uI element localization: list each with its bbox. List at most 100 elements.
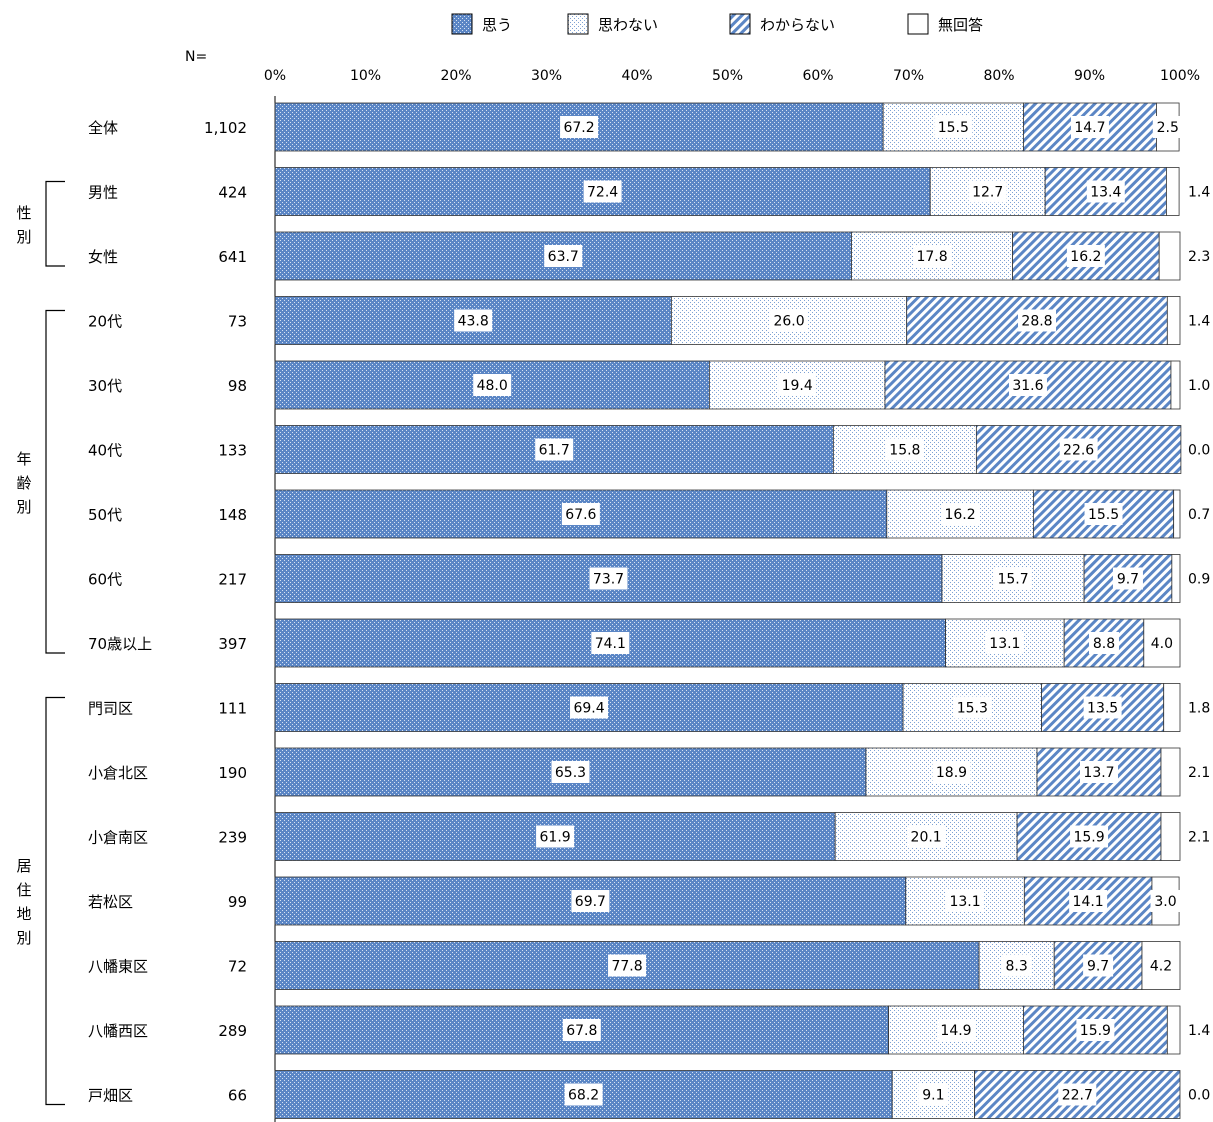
- data-label: 67.8: [566, 1023, 597, 1039]
- data-label: 2.5: [1157, 120, 1179, 136]
- bar-row: 60代 217 73.7 15.7 9.7 0.9: [88, 554, 1210, 603]
- data-label: 65.3: [555, 765, 586, 781]
- data-label: 8.3: [1006, 959, 1028, 975]
- data-label-bg: [778, 374, 817, 396]
- data-label: 2.1: [1188, 765, 1210, 781]
- legend-swatch: [729, 13, 751, 35]
- category-label: 若松区: [88, 893, 133, 911]
- category-label: 八幡西区: [88, 1022, 148, 1040]
- data-label-bg: [1070, 116, 1109, 138]
- data-label: 31.6: [1012, 378, 1043, 394]
- data-label: 67.2: [563, 120, 594, 136]
- data-label-bg: [1084, 503, 1123, 525]
- bar-segment: [1166, 167, 1180, 216]
- x-tick-label: 100%: [1160, 68, 1200, 84]
- bar-row: 70歳以上 397 74.1 13.1 8.8 4.0: [88, 618, 1181, 668]
- legend-item-3: 無回答: [907, 13, 983, 35]
- data-label-bg: [561, 503, 600, 525]
- data-label-bg: [913, 245, 952, 267]
- data-label-bg: [551, 761, 590, 783]
- category-label: 男性: [88, 184, 118, 202]
- data-label: 3.0: [1154, 894, 1176, 910]
- n-value: 424: [218, 184, 247, 202]
- data-label: 1.8: [1188, 701, 1210, 717]
- data-label-bg: [1112, 567, 1143, 590]
- n-value: 289: [218, 1022, 247, 1040]
- data-label-bg: [560, 116, 599, 138]
- group-bracket-1: 性別: [16, 180, 65, 267]
- bar-segment: [891, 1070, 975, 1119]
- x-tick-label: 20%: [440, 68, 471, 84]
- category-label: 小倉北区: [88, 764, 148, 782]
- data-label: 1.4: [1188, 314, 1210, 330]
- data-label: 0.9: [1188, 572, 1210, 588]
- data-label-bg: [1069, 890, 1108, 912]
- data-label: 13.4: [1090, 185, 1121, 201]
- data-label-bg: [994, 567, 1033, 590]
- data-label-bg: [454, 309, 493, 332]
- n-value: 98: [228, 377, 247, 395]
- group-label: 年齢別: [16, 450, 31, 516]
- data-label: 22.7: [1062, 1088, 1093, 1104]
- n-value: 641: [218, 248, 247, 266]
- data-label-bg: [953, 696, 992, 719]
- data-label: 0.0: [1188, 443, 1210, 459]
- data-label-bg: [946, 890, 985, 912]
- n-value: 397: [218, 635, 247, 653]
- category-label: 小倉南区: [88, 829, 148, 847]
- data-label: 61.9: [540, 830, 571, 846]
- legend-label: わからない: [760, 16, 835, 34]
- data-label-bg: [1001, 954, 1032, 977]
- data-label: 9.7: [1087, 959, 1109, 975]
- data-label: 0.0: [1188, 1088, 1210, 1104]
- data-label: 69.7: [575, 894, 606, 910]
- x-tick-label: 50%: [712, 68, 743, 84]
- data-label-bg: [591, 632, 630, 654]
- category-label: 全体: [88, 119, 118, 137]
- n-value: 217: [218, 571, 247, 589]
- data-label-bg: [1058, 1083, 1097, 1106]
- data-label: 63.7: [548, 249, 579, 265]
- bar-segment: [1166, 1005, 1181, 1055]
- data-label: 4.0: [1151, 636, 1173, 652]
- data-label: 61.7: [539, 443, 570, 459]
- n-value: 1,102: [204, 119, 247, 137]
- bar-row: 全体 1,102 67.2 15.5 14.7 2.5: [88, 102, 1183, 152]
- bar-row: 40代 133 61.7 15.8 22.6 0.0: [88, 425, 1210, 474]
- category-label: 70歳以上: [88, 635, 152, 653]
- legend-swatch: [567, 13, 589, 35]
- data-label: 15.7: [997, 572, 1028, 588]
- data-label-bg: [544, 245, 583, 267]
- bar-rows: 全体 1,102 67.2 15.5 14.7 2.5 男性 424 72.4 12.7 13.4 1…: [88, 102, 1210, 1119]
- bar-row: 戸畑区 66 68.2 9.1 22.7 0.0: [88, 1070, 1210, 1119]
- category-label: 女性: [88, 248, 118, 266]
- n-value: 111: [218, 700, 247, 718]
- data-label: 73.7: [593, 572, 624, 588]
- data-label: 13.1: [989, 636, 1020, 652]
- data-label-bg: [589, 567, 628, 590]
- data-label: 13.7: [1083, 765, 1114, 781]
- category-label: 60代: [88, 571, 122, 589]
- data-label-bg: [1080, 761, 1119, 783]
- data-label: 15.5: [1088, 507, 1119, 523]
- data-label: 1.4: [1188, 185, 1210, 201]
- data-label-bg: [885, 438, 924, 461]
- data-label: 77.8: [611, 959, 642, 975]
- data-label: 1.4: [1188, 1023, 1210, 1039]
- data-label: 13.5: [1087, 701, 1118, 717]
- data-label-bg: [473, 374, 512, 396]
- data-label-bg: [1083, 954, 1114, 977]
- bar-row: 八幡西区 289 67.8 14.9 15.9 1.4: [88, 1005, 1210, 1055]
- x-tick-label: 60%: [802, 68, 833, 84]
- bar-segment: [1171, 554, 1181, 603]
- data-label: 2.3: [1188, 249, 1210, 265]
- data-label-bg: [907, 825, 946, 848]
- data-label-bg: [1145, 954, 1176, 977]
- data-label-bg: [1088, 632, 1119, 654]
- data-label-bg: [1070, 825, 1109, 848]
- data-label-bg: [1086, 180, 1125, 203]
- n-header: N=: [185, 49, 207, 65]
- group-bracket-2: 年齢別: [16, 309, 65, 654]
- data-label-bg: [1008, 374, 1047, 396]
- data-label: 13.1: [949, 894, 980, 910]
